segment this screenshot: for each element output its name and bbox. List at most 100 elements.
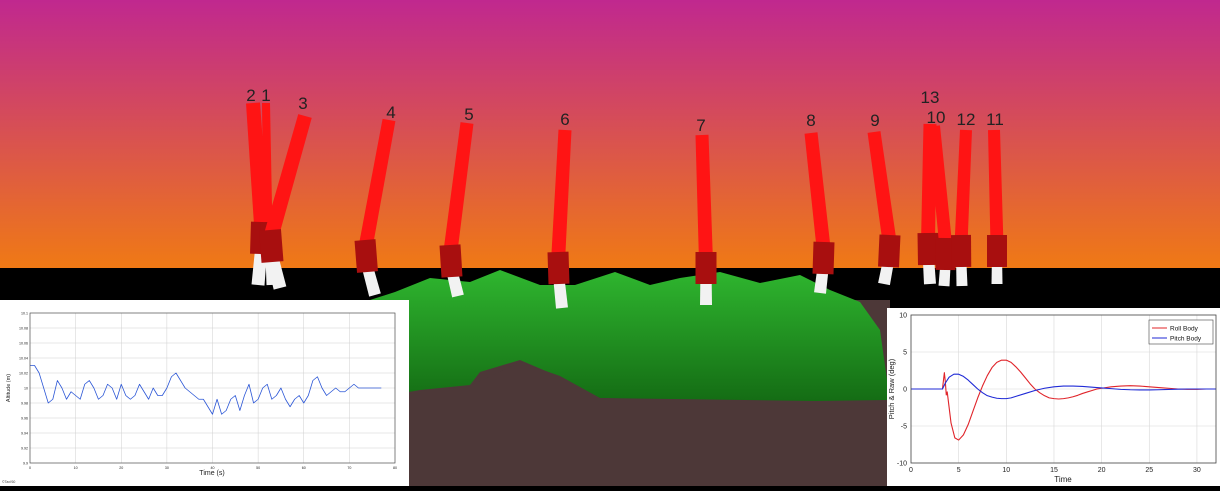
leg-number-label: 3 [298,94,307,113]
x-tick-label: 20 [1098,467,1106,474]
leg-number-label: 2 [246,86,255,105]
y-tick-label: 10.06 [19,341,28,345]
leg-upper [262,102,273,233]
leg: 3 [259,94,312,290]
x-tick-label: 30 [1193,467,1201,474]
leg-number-label: 10 [927,108,946,127]
x-tick-label: 0 [29,466,31,470]
altitude-series-line [30,365,382,415]
x-tick-label: 50 [256,466,260,470]
legend-label-pitch: Pitch Body [1170,336,1202,343]
x-tick-label: 10 [74,466,78,470]
altitude-grid [29,312,396,464]
x-tick-label: 5 [957,467,961,474]
leg-upper [262,114,312,243]
altitude-plot-frame [29,312,396,464]
x-tick-label: 15 [1050,467,1058,474]
altitude-chart-panel: 0 10 20 30 40 50 60 70 80 9.9 9.92 9.94 9.96 9.98 10 10… [0,300,409,486]
y-tick-label: 9.92 [21,446,28,450]
pitch-body-series-line [911,373,1216,400]
x-tick-label: 70 [347,466,351,470]
leg-joint [935,237,956,271]
y-tick-label: 9.94 [21,431,28,435]
leg: 4 [354,103,396,297]
y-tick-label: -10 [897,460,907,467]
leg: 6 [547,110,572,309]
x-tick-label: 25 [1145,467,1153,474]
leg-upper [867,131,897,246]
leg-joint [439,244,463,278]
x-tick-label: 60 [302,466,306,470]
y-tick-label: 10.04 [19,356,28,360]
altitude-lines [30,365,382,415]
leg-upper [695,134,713,263]
altitude-ticks: 0 10 20 30 40 50 60 70 80 9.9 9.92 9.94 9.96 9.98 10 10… [19,311,397,470]
leg-joint [812,241,835,275]
altitude-chart: 0 10 20 30 40 50 60 70 80 9.9 9.92 9.94 9.96 9.98 10 10… [2,311,397,484]
leg-upper [804,132,831,253]
y-tick-label: 0 [903,386,907,393]
leg: 7 [695,116,717,305]
hills [370,270,887,402]
legend-label-roll: Roll Body [1170,326,1199,333]
leg: 10 [927,108,956,287]
roll-pitch-lines [911,359,1216,441]
leg-number-label: 4 [386,103,395,122]
leg-upper [988,129,1004,246]
roll-pitch-plot-frame [910,314,1217,464]
roll-pitch-ticks: 0 5 10 15 20 25 30 -10 -5 0 5 10 [897,312,1201,474]
legend-box [1148,319,1214,345]
y-tick-label: 9.9 [23,461,28,465]
x-tick-label: 20 [119,466,123,470]
leg-upper [928,125,953,249]
leg-number-label: 9 [870,111,879,130]
leg: 8 [804,111,835,294]
y-tick-label: 5 [903,349,907,356]
leg-joint [987,235,1007,267]
leg-upper [954,129,972,246]
leg-joint [917,232,939,266]
leg-number-label: 8 [806,111,815,130]
legend: Roll Body Pitch Body [1148,319,1214,345]
y-tick-label: 10 [899,312,907,319]
leg-number-label: 7 [696,116,705,135]
roll-pitch-chart-panel: 0 5 10 15 20 25 30 -10 -5 0 5 10 Time Pitch & Raw (… [887,308,1220,486]
y-tick-label: 10.08 [19,326,28,330]
leg-upper [358,118,396,252]
leg: 12 [951,110,976,287]
leg: 11 [986,110,1007,284]
x-tick-label: 30 [165,466,169,470]
leg-number-label: 11 [986,110,1004,129]
leg-joint [354,239,378,273]
leg-number-label: 13 [921,88,940,107]
leg-joint [951,234,972,268]
roll-body-series-line [911,359,1216,441]
x-tick-label: 40 [211,466,215,470]
altitude-xlabel: Time (s) [199,470,224,477]
leg-upper [551,129,572,263]
x-tick-label: 80 [393,466,397,470]
x-tick-label: 0 [909,467,913,474]
leg-number-label: 5 [464,105,473,124]
leg-number-label: 12 [957,110,976,129]
leg-joint [259,229,284,263]
dirt-path [409,362,887,486]
roll-pitch-xlabel: Time [1054,475,1072,484]
leg-joint [878,234,901,268]
leg-joint [695,252,717,284]
leg-number-label: 6 [560,110,569,129]
leg: 9 [867,111,901,286]
x-tick-label: 10 [1002,467,1010,474]
y-tick-label: 9.98 [21,401,28,405]
y-tick-label: 9.96 [21,416,28,420]
altitude-footer: ©Taxi'60 [2,480,15,484]
roll-pitch-chart: 0 5 10 15 20 25 30 -10 -5 0 5 10 Time Pitch & Raw (… [887,312,1217,484]
sky [0,0,1220,270]
y-tick-label: 10.1 [21,311,28,315]
y-tick-label: -5 [901,423,907,430]
y-tick-label: 10.02 [19,371,28,375]
leg-joint [547,251,570,285]
roll-pitch-ylabel: Pitch & Raw (deg) [887,358,896,419]
